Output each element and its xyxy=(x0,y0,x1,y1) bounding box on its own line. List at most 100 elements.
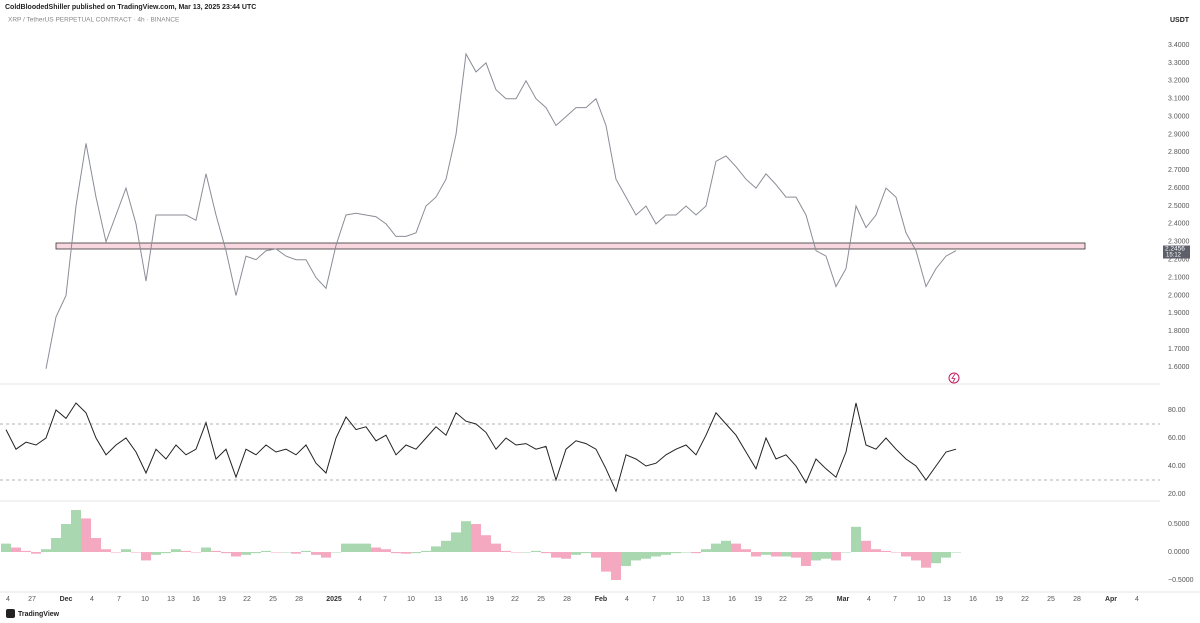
histogram-bar xyxy=(831,552,841,561)
histogram-bar xyxy=(431,546,441,553)
y-tick-label: 2.0000 xyxy=(1168,292,1190,299)
histogram-bar xyxy=(821,552,831,559)
histogram-bar xyxy=(471,524,481,553)
histogram-bar xyxy=(731,543,741,553)
x-tick-label: 28 xyxy=(563,596,571,603)
y-tick-label: 3.2000 xyxy=(1168,78,1190,85)
histogram-bar xyxy=(491,543,501,553)
y-tick-label: 2.4000 xyxy=(1168,221,1190,228)
x-tick-label: 19 xyxy=(754,596,762,603)
histogram-bar xyxy=(181,550,191,553)
histogram-bar xyxy=(391,552,401,554)
histogram-bar xyxy=(941,552,951,558)
histogram-bar xyxy=(511,552,521,553)
histogram-bar xyxy=(771,552,781,557)
histogram-bar xyxy=(51,538,61,553)
x-tick-label: 25 xyxy=(537,596,545,603)
x-tick-label: 28 xyxy=(295,596,303,603)
histogram-bar xyxy=(81,518,91,553)
histogram-bar xyxy=(451,532,461,553)
histogram-bar xyxy=(271,552,281,553)
x-tick-label: 10 xyxy=(407,596,415,603)
y-tick-label: 2.3000 xyxy=(1168,239,1190,246)
histogram-bar xyxy=(401,552,411,554)
x-tick-label: 13 xyxy=(434,596,442,603)
histogram-bar xyxy=(801,552,811,567)
histogram-bar xyxy=(521,552,531,553)
brand: TradingView xyxy=(18,611,60,618)
x-tick-label: 4 xyxy=(625,596,629,603)
last-price-box xyxy=(1163,245,1190,259)
y-tick-label: 2.9000 xyxy=(1168,131,1190,138)
x-tick-label: 13 xyxy=(943,596,951,603)
x-tick-label: 10 xyxy=(676,596,684,603)
support-zone xyxy=(55,242,1086,250)
histogram-bar xyxy=(41,549,51,553)
histogram-bar xyxy=(591,552,601,558)
histogram-bar xyxy=(211,550,221,553)
x-tick-label: 13 xyxy=(702,596,710,603)
x-tick-label: 4 xyxy=(358,596,362,603)
histogram-bar xyxy=(161,552,171,554)
x-tick-label: 19 xyxy=(218,596,226,603)
histogram-bar xyxy=(951,552,961,553)
series-line xyxy=(5,402,957,493)
series-line xyxy=(45,52,957,369)
histogram-bar xyxy=(861,540,871,553)
histogram-bar xyxy=(871,549,881,553)
x-tick-label: 25 xyxy=(1047,596,1055,603)
histogram-bar xyxy=(321,552,331,558)
histogram-bar xyxy=(811,552,821,561)
x-tick-label: 7 xyxy=(652,596,656,603)
countdown: 15:12 xyxy=(1166,253,1182,259)
histogram-bar xyxy=(691,552,701,554)
x-tick-label: 4 xyxy=(867,596,871,603)
x-tick-label: 16 xyxy=(969,596,977,603)
histogram-bar xyxy=(101,549,111,553)
y-tick-label: 0.5000 xyxy=(1168,521,1190,528)
histogram-bar xyxy=(551,552,561,558)
histogram-bar xyxy=(221,552,231,554)
publisher: ColdBloodedShiller published on TradingV… xyxy=(5,4,256,11)
histogram-bar xyxy=(151,552,161,555)
histogram-bar xyxy=(71,510,81,553)
x-tick-label: Mar xyxy=(837,596,850,603)
histogram-bar xyxy=(111,552,121,553)
histogram-bar xyxy=(441,540,451,553)
histogram-bar xyxy=(121,549,131,553)
y-tick-label: −0.5000 xyxy=(1168,577,1194,584)
histogram-bar xyxy=(671,552,681,554)
histogram-bar xyxy=(901,552,911,557)
histogram-bar xyxy=(1,543,11,553)
x-tick-label: 22 xyxy=(511,596,519,603)
histogram-bar xyxy=(11,547,21,553)
histogram-bar xyxy=(621,552,631,567)
x-tick-label: 22 xyxy=(779,596,787,603)
histogram-bar xyxy=(911,552,921,561)
y-tick-label: 40.00 xyxy=(1168,463,1186,470)
x-tick-label: 22 xyxy=(243,596,251,603)
x-tick-label: 25 xyxy=(805,596,813,603)
histogram-bar xyxy=(631,552,641,561)
histogram-bar xyxy=(61,524,71,553)
histogram-bar xyxy=(191,552,201,553)
histogram-bar xyxy=(841,552,851,553)
x-tick-label: Feb xyxy=(595,596,607,603)
histogram-bar xyxy=(881,550,891,553)
event-icon xyxy=(948,372,960,384)
histogram-bar xyxy=(561,552,571,559)
y-tick-label: 60.00 xyxy=(1168,435,1186,442)
x-tick-label: Apr xyxy=(1105,596,1117,603)
histogram-bar xyxy=(351,543,361,553)
histogram-bar xyxy=(891,552,901,553)
symbol: XRP / TetherUS PERPETUAL CONTRACT · 4h ·… xyxy=(8,17,180,24)
x-tick-label: 19 xyxy=(995,596,1003,603)
x-tick-label: 16 xyxy=(728,596,736,603)
histogram-bar xyxy=(91,538,101,553)
histogram-bar xyxy=(291,552,301,554)
x-tick-label: 13 xyxy=(167,596,175,603)
x-tick-label: 7 xyxy=(117,596,121,603)
last-price: 2.2456 xyxy=(1165,246,1185,253)
y-tick-label: 1.7000 xyxy=(1168,346,1190,353)
